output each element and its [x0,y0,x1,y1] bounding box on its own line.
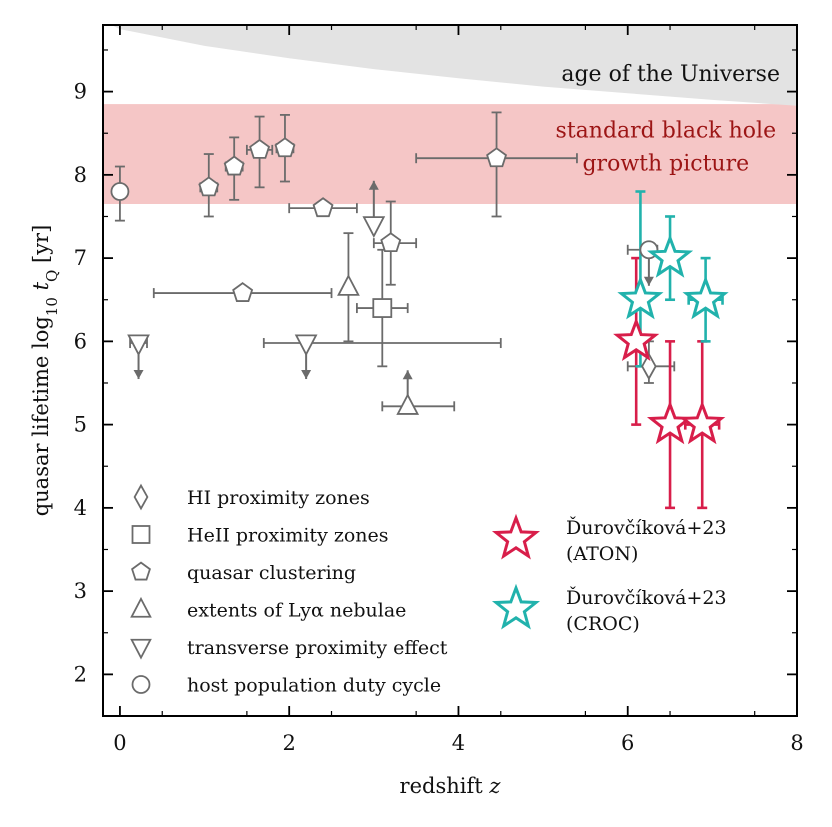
quasar-clustering-marker-0 [486,147,508,168]
transverse-proximity-effect-point-1-arrow-head [301,370,312,380]
y-tick-label: 3 [74,579,87,603]
axes-frame [102,24,798,717]
legend-right-label-line-1: Ďurovčíková+23 [566,586,727,609]
legend-right-label-line-2: (CROC) [566,613,640,635]
legend-right-label-line-2: (ATON) [566,543,638,565]
x-tick-label: 0 [113,731,126,755]
plot-area [103,25,797,510]
quasar-clustering-marker-1 [198,176,220,197]
heii-proximity-zones-marker-0 [372,298,393,318]
hi-proximity-zones-marker-0 [641,352,657,381]
legend-label-pentagon: quasar clustering [187,562,356,584]
y-tick-label: 8 [74,163,87,187]
transverse-proximity-effect-point-2-arrow-head [368,180,379,190]
-urov-kov-23-croc--marker-0 [617,275,664,320]
legend-marker-circle [131,675,151,694]
quasar-clustering-marker-6 [380,232,402,253]
host-population-duty-cycle-marker-0 [110,182,130,201]
growth-band [103,104,797,204]
x-tick-label: 8 [790,731,803,755]
y-tick-label: 2 [74,662,87,686]
quasar-clustering-marker-3 [249,138,271,159]
y-tick-label: 4 [74,496,87,520]
growth-band-label-line-2: growth picture [582,152,749,177]
legend-label-diamond: HI proximity zones [187,487,370,509]
quasar-clustering-marker-2 [223,155,245,176]
transverse-proximity-effect-marker-0 [127,334,150,357]
transverse-proximity-effect-marker-1 [294,334,318,357]
legend-star-0 [491,513,541,560]
extents-of-ly-nebulae-point-1-arrow-head [402,370,413,380]
legend-marker-pentagon [131,561,151,581]
age-of-universe-label: age of the Universe [561,62,780,87]
legend-right: Ďurovčíková+23 (ATON) Ďurovčíková+23 (CROC) [491,513,727,635]
host-population-duty-cycle-point-1-arrow-head [643,276,654,286]
legend-label-square: HeII proximity zones [187,525,389,547]
y-tick-label: 5 [74,413,87,437]
legend-left: HI proximity zones HeII proximity zones qu… [130,483,448,697]
legend-marker-triangle-up [130,596,152,618]
quasar-clustering-marker-4 [274,137,296,158]
extents-of-ly-nebulae-marker-0 [337,274,360,296]
legend-right-label-line-1: Ďurovčíková+23 [566,516,727,539]
y-tick-label: 9 [74,80,87,104]
x-tick-label: 2 [283,731,296,755]
-urov-kov-23-croc--marker-1 [646,233,694,278]
x-tick-label: 6 [621,731,634,755]
growth-band-label-line-1: standard black hole [556,118,777,143]
legend-marker-square [131,525,151,544]
legend-label-triangle-down: transverse proximity effect [187,637,448,659]
-urov-kov-23-aton--marker-0 [613,317,660,362]
-urov-kov-23-aton--marker-2 [679,400,726,445]
y-tick-label: 6 [74,329,87,353]
quasar-clustering-marker-7 [232,282,254,302]
y-axis-label: quasar lifetime log10 tQ [yr] [29,225,61,517]
age-of-universe-region [111,25,797,106]
legend-marker-diamond [133,483,149,511]
-urov-kov-23-croc--marker-2 [682,275,729,320]
y-tick-label: 7 [74,246,87,270]
extents-of-ly-nebulae-marker-1 [396,393,420,415]
legend-label-triangle-up: extents of Lyα nebulae [187,600,406,622]
legend-label-circle: host population duty cycle [187,675,441,697]
legend-marker-triangle-down [130,638,152,660]
transverse-proximity-effect-marker-2 [362,216,386,238]
transverse-proximity-effect-point-0-arrow-head [133,370,144,380]
legend-star-1 [491,583,541,630]
x-tick-label: 4 [452,731,465,755]
x-axis-label: redshift z [400,774,502,798]
quasar-clustering-marker-5 [312,197,334,218]
